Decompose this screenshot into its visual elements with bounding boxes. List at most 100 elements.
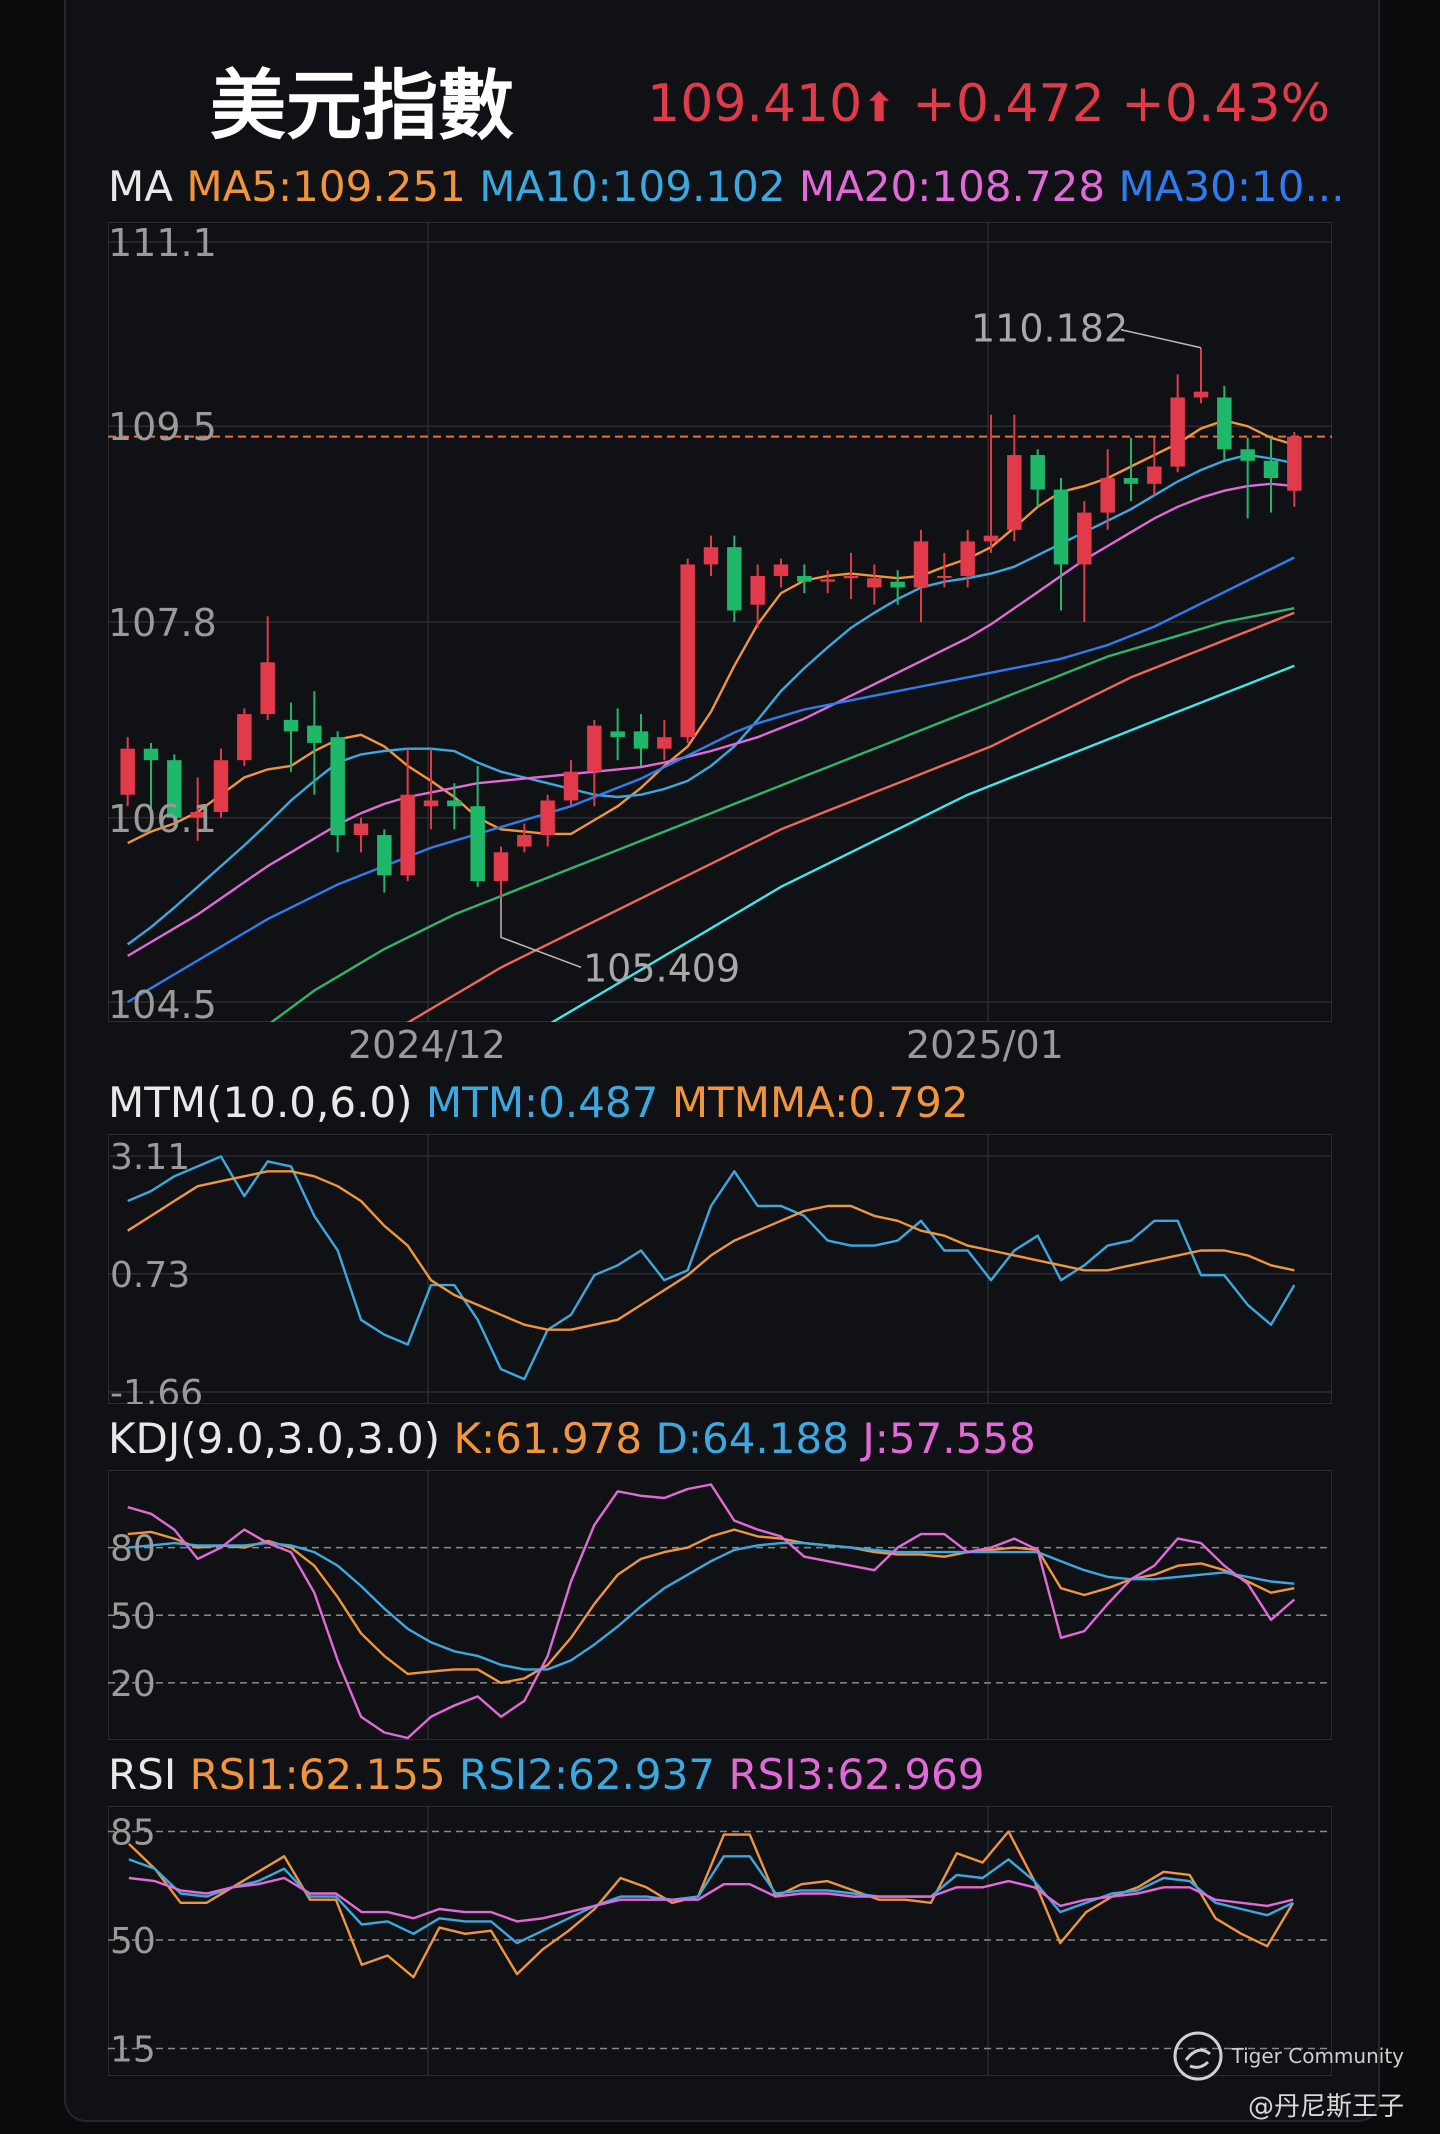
rsi-chart[interactable]: 85 50 15 — [108, 1806, 1332, 2076]
candle-body — [1030, 455, 1045, 490]
ma30-line — [127, 556, 1295, 1004]
y-tick-label: 107.8 — [108, 601, 217, 645]
ma-label: MA — [108, 162, 173, 211]
mtm-chart[interactable]: 3.11 0.73 -1.66 — [108, 1134, 1332, 1404]
y-tick-label: 3.11 — [110, 1137, 190, 1178]
candle-body — [843, 575, 859, 579]
candle-body — [680, 564, 695, 738]
candle-body — [540, 800, 555, 836]
candle-body — [470, 806, 485, 882]
up-arrow-icon: ⬆ — [862, 85, 896, 131]
panel-border — [108, 1806, 1332, 2076]
brand-text: Tiger Community — [1231, 2044, 1405, 2068]
ma120-line — [406, 611, 1295, 1022]
candle-body — [377, 835, 392, 876]
y-tick-label: 50 — [110, 1921, 156, 1962]
ma10-line — [126, 453, 1295, 946]
candle-body — [143, 748, 159, 761]
mtm-label: MTM(10.0,6.0) — [108, 1078, 413, 1127]
d-value: D:64.188 — [655, 1414, 849, 1463]
j-line — [127, 1483, 1296, 1740]
candle-body — [773, 564, 789, 576]
candle-body — [960, 541, 975, 576]
candlestick-chart[interactable]: 111.1 109.5 107.8 106.1 104.5 110.182 105.409 — [108, 222, 1332, 1022]
ma5-line — [127, 419, 1295, 845]
kdj-chart[interactable]: 80 50 20 — [108, 1470, 1332, 1740]
y-tick-label: 109.5 — [108, 405, 217, 449]
y-tick-label: 80 — [110, 1529, 156, 1570]
mtmma-line — [127, 1170, 1295, 1331]
candle-body — [283, 719, 299, 732]
candle-body — [937, 575, 952, 578]
candle-body — [237, 714, 252, 761]
tiger-logo-icon — [1173, 2031, 1222, 2081]
watermark-user: @丹尼斯王子 — [1247, 2092, 1404, 2122]
candle-body — [1170, 397, 1185, 467]
candle-body — [867, 578, 882, 588]
candle-body — [1147, 466, 1162, 484]
candle-body — [213, 760, 229, 812]
y-tick-label: -1.66 — [110, 1373, 203, 1404]
candle-body — [260, 662, 275, 715]
min-price-annotation: 105.409 — [583, 946, 740, 990]
y-tick-label: 20 — [110, 1664, 156, 1705]
y-tick-label: 104.5 — [108, 983, 217, 1022]
y-tick-label: 111.1 — [108, 222, 217, 265]
rsi2-value: RSI2:62.937 — [459, 1750, 716, 1799]
kdj-label: KDJ(9.0,3.0,3.0) — [108, 1414, 441, 1463]
j-value: J:57.558 — [862, 1414, 1036, 1463]
ma10-value: MA10:109.102 — [479, 162, 786, 211]
candle-body — [657, 737, 672, 749]
candle-body — [1217, 397, 1232, 450]
mtmma-value: MTMMA:0.792 — [671, 1078, 969, 1127]
candle-body — [190, 812, 205, 818]
candle-body — [820, 579, 835, 582]
page-title: 美元指數 — [210, 61, 514, 150]
panel-border — [108, 1470, 1332, 1740]
candle-body — [1193, 391, 1209, 398]
candle-body — [797, 575, 812, 582]
candle-body — [703, 547, 719, 565]
candle-body — [1240, 449, 1255, 461]
candle-body — [727, 547, 742, 611]
candle-body — [1123, 478, 1139, 484]
mtm-legend[interactable]: MTM(10.0,6.0) MTM:0.487 MTMMA:0.792 — [108, 1078, 969, 1127]
candle-body — [633, 731, 649, 749]
candle-body — [120, 748, 135, 795]
ma20-line — [127, 482, 1295, 957]
kdj-legend[interactable]: KDJ(9.0,3.0,3.0) K:61.978 D:64.188 J:57.… — [108, 1414, 1036, 1463]
ma20-value: MA20:108.728 — [798, 162, 1106, 211]
candle-body — [493, 852, 509, 882]
ma5-value: MA5:109.251 — [186, 162, 466, 211]
rsi-legend[interactable]: RSI RSI1:62.155 RSI2:62.937 RSI3:62.969 — [108, 1750, 985, 1799]
price-change: +0.472 — [912, 74, 1105, 134]
d-line — [127, 1541, 1295, 1671]
k-value: K:61.978 — [453, 1414, 643, 1463]
x-axis-label: 2025/01 — [906, 1023, 1064, 1067]
candle-body — [1053, 489, 1069, 565]
candle-body — [307, 725, 322, 743]
y-tick-label: 106.1 — [108, 797, 217, 841]
candle-body — [1007, 455, 1022, 530]
watermark-brand: Tiger Community — [1172, 2030, 1405, 2082]
candle-body — [1263, 460, 1279, 479]
mtm-line — [127, 1155, 1296, 1381]
panel-border — [108, 1134, 1332, 1404]
candle-body — [447, 800, 462, 807]
rsi1-line — [128, 1830, 1295, 1979]
ma250-line — [550, 664, 1295, 1022]
price-change-pct: +0.43% — [1121, 74, 1330, 134]
x-axis-label: 2024/12 — [348, 1023, 506, 1067]
ma60-line — [269, 607, 1295, 1022]
y-tick-label: 50 — [110, 1596, 156, 1637]
k-line — [127, 1528, 1295, 1685]
ma-legend[interactable]: MA MA5:109.251 MA10:109.102 MA20:108.728… — [108, 162, 1345, 211]
candle-body — [423, 800, 439, 807]
rsi2-line — [128, 1855, 1294, 1945]
candle-body — [1077, 512, 1092, 565]
candle-body — [563, 771, 579, 801]
candle-body — [517, 835, 532, 847]
last-price: 109.410 — [647, 74, 863, 134]
max-callout-line — [1120, 328, 1202, 349]
candle-body — [750, 575, 765, 605]
